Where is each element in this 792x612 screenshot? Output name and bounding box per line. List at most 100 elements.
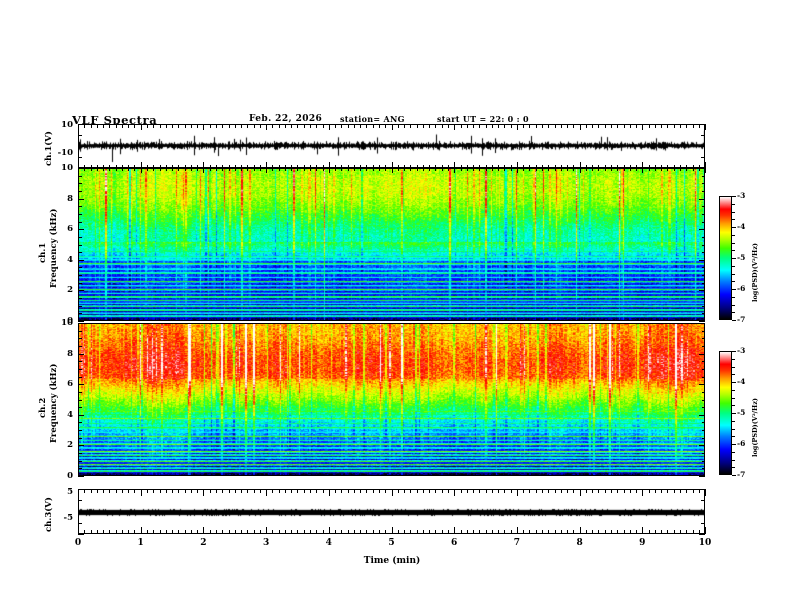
ytick [78, 305, 82, 307]
colorbar-ch1-minor-tick [732, 312, 735, 314]
ch2-spectrogram-ytick-0: 0 [67, 471, 73, 481]
xtick [573, 168, 575, 171]
xtick [165, 124, 167, 128]
ytick [701, 368, 705, 370]
xtick [322, 164, 324, 168]
xtick [159, 168, 161, 171]
xtick [410, 168, 412, 171]
xtick [90, 164, 92, 168]
xtick [441, 530, 443, 534]
ytick [699, 511, 705, 513]
xtick [109, 168, 111, 171]
xtick [353, 164, 355, 168]
colorbar-ch2-tick [732, 444, 736, 445]
xtick [504, 530, 506, 534]
xtick [385, 530, 387, 534]
xtick [328, 168, 330, 173]
ytick [78, 376, 82, 378]
xtick [184, 530, 186, 534]
ytick [78, 353, 84, 355]
xtick [479, 530, 481, 534]
xtick [667, 164, 669, 168]
xtick [366, 530, 368, 534]
ytick [701, 175, 705, 177]
xtick [134, 124, 136, 128]
xtick [686, 530, 688, 534]
xtick [642, 168, 644, 173]
ytick [701, 157, 705, 158]
xtick [379, 164, 380, 168]
xtick [554, 489, 556, 493]
xtick [560, 124, 562, 128]
xtick [422, 530, 424, 534]
xtick [284, 530, 286, 534]
xtick [165, 489, 167, 493]
xtick [623, 530, 625, 534]
xtick [629, 124, 631, 128]
xtick [542, 164, 543, 168]
xtick [705, 162, 706, 168]
colorbar-ch1-label-2: -5 [737, 253, 746, 262]
xtick [510, 168, 512, 171]
ytick [699, 229, 705, 231]
xtick [385, 489, 387, 493]
xtick [667, 530, 669, 534]
ytick [701, 361, 705, 363]
xtick [636, 489, 637, 493]
xtick [303, 530, 305, 534]
xtick [259, 164, 261, 168]
xtick [485, 489, 487, 493]
xtick [491, 124, 493, 128]
xtick [610, 124, 612, 128]
xtick [410, 489, 412, 493]
colorbar-ch1-tick [732, 196, 736, 197]
xtick [78, 489, 79, 496]
xtick [679, 530, 681, 534]
xtick [429, 168, 431, 171]
xtick [259, 124, 261, 128]
xtick [535, 124, 537, 128]
xtick [165, 164, 167, 168]
ch1-spectrogram-ytick-0: 0 [67, 316, 73, 326]
ytick [78, 384, 84, 386]
xtick [673, 124, 675, 128]
xtick [673, 164, 675, 168]
xtick [284, 489, 286, 493]
xtick [629, 530, 631, 534]
colorbar-ch1-minor-tick [732, 219, 735, 221]
xtick [366, 124, 368, 128]
xtick [654, 530, 656, 534]
xtick [529, 168, 531, 171]
xtick [698, 164, 700, 168]
xtick [397, 124, 399, 128]
xtick [692, 530, 694, 534]
xtick [548, 164, 550, 168]
xtick [573, 489, 575, 493]
xtick [347, 489, 349, 493]
xtick [592, 164, 594, 168]
xtick [303, 489, 305, 493]
xtick [228, 164, 230, 168]
xtick [147, 489, 148, 493]
xtick [253, 530, 255, 534]
xtick-label-1: 1 [137, 538, 144, 548]
xtick [692, 168, 694, 171]
xtick [542, 124, 543, 128]
xtick [397, 164, 399, 168]
xtick [579, 527, 581, 534]
xtick [197, 168, 199, 171]
xtick [184, 164, 186, 168]
xtick [523, 164, 525, 168]
xtick [247, 168, 249, 171]
ytick [78, 453, 82, 454]
ytick [701, 399, 705, 401]
xtick [654, 124, 656, 128]
xtick [548, 489, 550, 493]
xtick [629, 164, 631, 168]
xaxis-label: Time (min) [363, 556, 421, 566]
xtick [165, 530, 167, 534]
ytick [701, 298, 705, 299]
ch1-spectrogram-ylabel-channel: ch.1 [38, 242, 48, 263]
xtick [103, 124, 105, 128]
xtick [190, 168, 192, 171]
